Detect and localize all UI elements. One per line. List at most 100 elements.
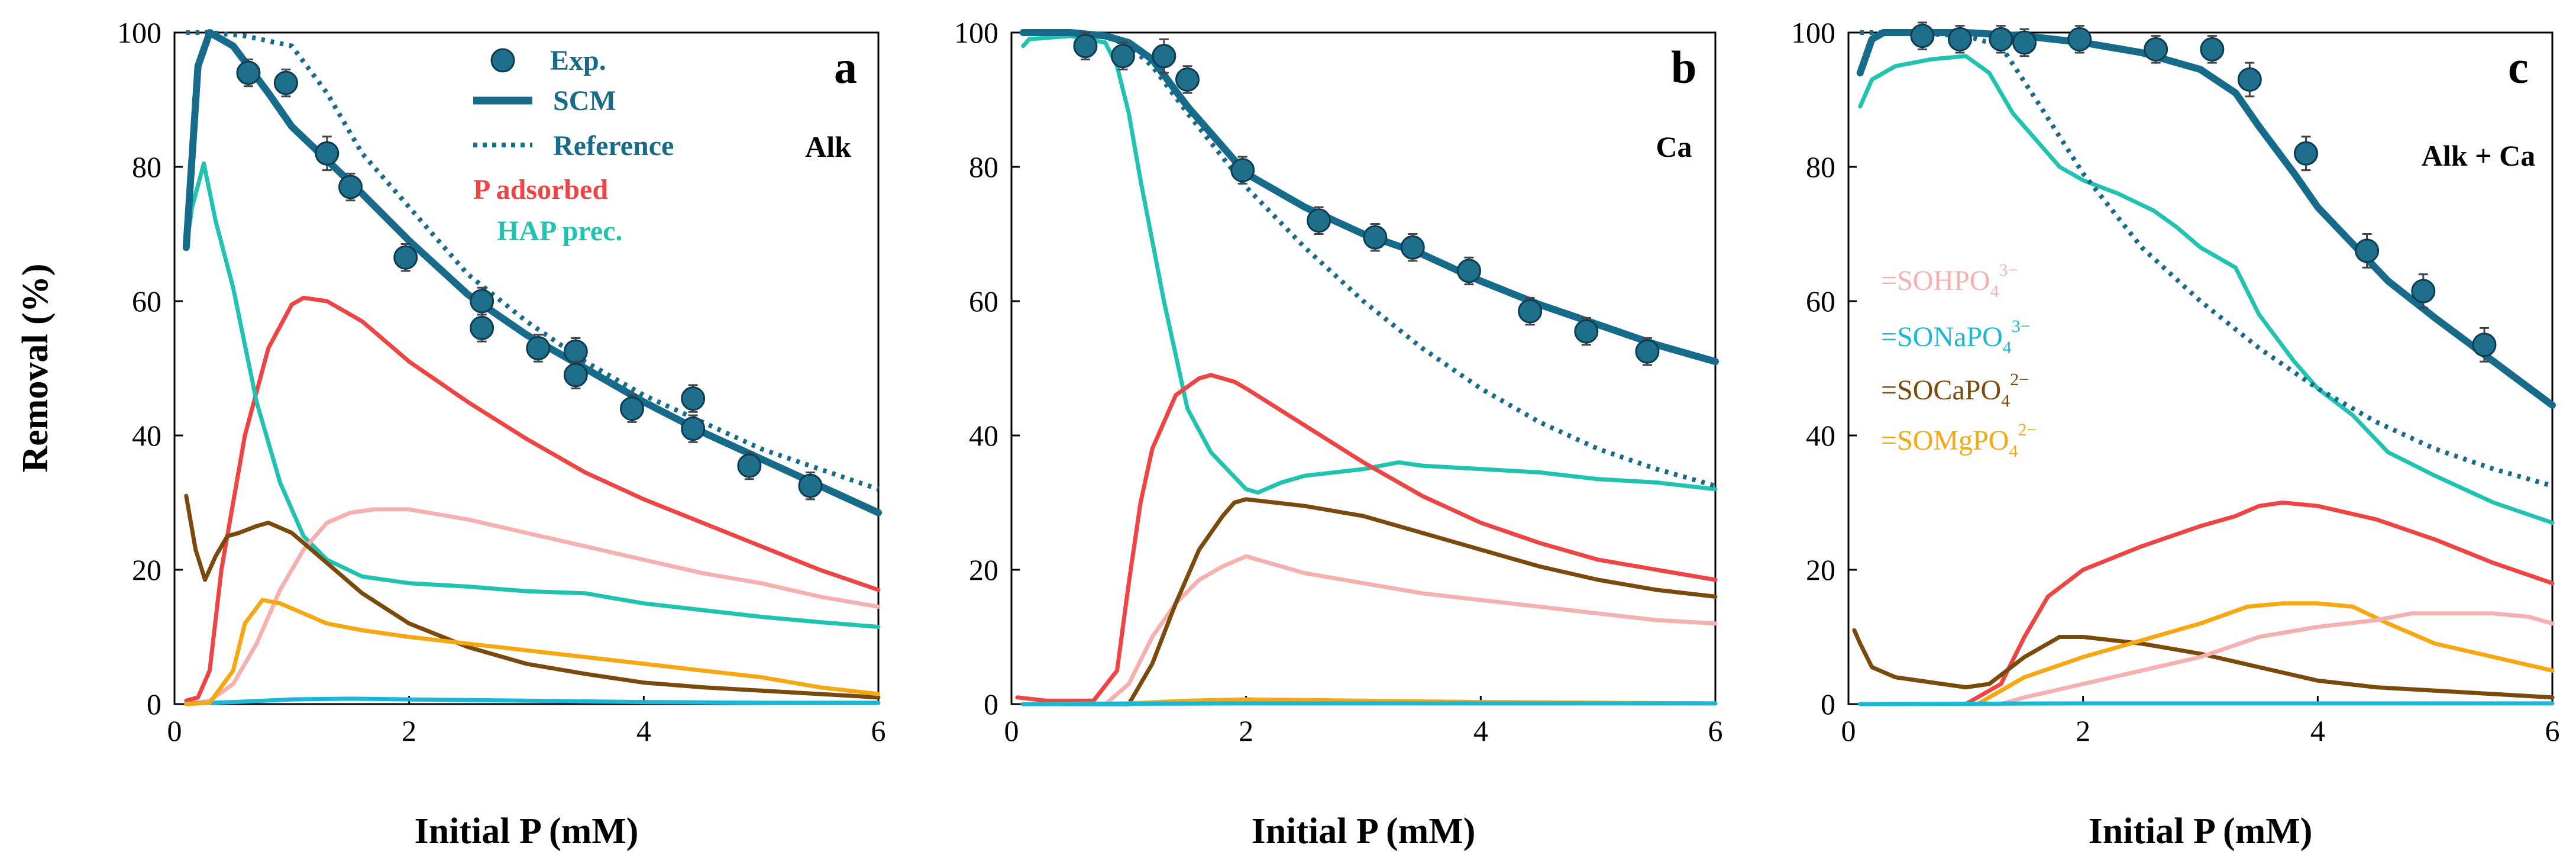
exp-point xyxy=(1230,158,1255,183)
legend-sohpo4: =SOHPO43− xyxy=(1881,260,2018,301)
series-line-hap xyxy=(1021,34,1718,495)
exp-point xyxy=(2355,238,2380,263)
exp-point xyxy=(338,175,363,199)
exp-point xyxy=(273,70,298,95)
exp-point xyxy=(1152,44,1177,69)
legend-socapo4: =SOCaPO42− xyxy=(1881,370,2029,411)
series-line-p_adsorbed xyxy=(1015,373,1718,703)
panel-condition: Alk + Ca xyxy=(2422,139,2535,172)
x-tick-label: 2 xyxy=(402,714,416,747)
x-tick-label: 2 xyxy=(2076,714,2090,747)
x-tick-label: 0 xyxy=(1004,714,1019,747)
exp-point xyxy=(2237,67,2262,92)
species-legend: =SOHPO43− =SONaPO43− =SOCaPO42− =SOMgPO4… xyxy=(1881,260,2037,461)
panel-condition: Ca xyxy=(1656,130,1692,163)
exp-point xyxy=(2067,27,2092,51)
exp-point xyxy=(1073,34,1098,59)
exp-point xyxy=(1457,259,1481,283)
legend-hap-label: HAP prec. xyxy=(497,215,622,247)
exp-point xyxy=(1363,225,1388,250)
y-tick-label: 0 xyxy=(147,688,161,721)
panel-condition: Alk xyxy=(805,130,851,163)
series-line-hap xyxy=(1858,54,2555,525)
y-tick-label: 0 xyxy=(984,688,998,721)
exp-point xyxy=(1635,339,1660,364)
exp-point xyxy=(681,417,706,441)
exp-point xyxy=(470,315,494,340)
y-tick-label: 20 xyxy=(1806,553,1835,586)
exp-point xyxy=(526,335,551,360)
exp-point xyxy=(315,141,340,166)
panel-label: b xyxy=(1671,41,1696,93)
exp-point xyxy=(2012,30,2037,55)
exp-point xyxy=(470,289,494,314)
x-tick-label: 2 xyxy=(1239,714,1253,747)
legend-exp-label: Exp. xyxy=(550,45,606,76)
exp-point xyxy=(2411,279,2436,304)
exp-point xyxy=(1307,208,1331,233)
legend-somgpo4: =SOMgPO42− xyxy=(1881,420,2037,461)
y-tick-label: 100 xyxy=(1791,16,1835,49)
series-line-sohpo4 xyxy=(1021,554,1718,706)
series-line-socapo4 xyxy=(1852,628,2555,700)
x-tick-label: 6 xyxy=(871,714,886,747)
panel-b: 0 20 40 60 80 100 0 2 4 6 b Ca Initial P (mM) xyxy=(954,16,1723,851)
y-tick-label: 80 xyxy=(1806,150,1835,183)
x-axis-label: Initial P (mM) xyxy=(2089,811,2313,851)
exp-point xyxy=(1518,299,1543,324)
x-tick-label: 6 xyxy=(1708,714,1723,747)
legend: Exp. SCM Reference P adsorbed HAP prec. xyxy=(473,45,674,247)
exp-point xyxy=(2144,37,2168,62)
series-line-somgpo4 xyxy=(184,598,881,706)
y-axis-label: Removal (%) xyxy=(15,264,56,473)
series-line-scm xyxy=(182,29,882,517)
y-tick-label: 20 xyxy=(132,553,161,586)
exp-point xyxy=(1989,27,2013,51)
series-line-scm xyxy=(1856,29,2556,409)
plot-frame xyxy=(1010,31,1717,705)
y-tick-label: 60 xyxy=(1806,285,1835,318)
y-tick-label: 80 xyxy=(132,150,161,183)
series-line-reference xyxy=(1860,30,2554,488)
x-tick-label: 4 xyxy=(2310,714,2325,747)
x-tick-label: 0 xyxy=(1841,714,1856,747)
legend-scm-label: SCM xyxy=(553,85,616,117)
exp-point xyxy=(620,396,644,421)
series-line-sonapo4 xyxy=(1858,701,2555,706)
series-line-sonapo4 xyxy=(1021,701,1718,706)
plot-frame xyxy=(173,31,880,705)
x-axis-label: Initial P (mM) xyxy=(415,811,639,851)
exp-point xyxy=(236,60,261,85)
exp-point xyxy=(1400,235,1425,260)
exp-point xyxy=(1574,319,1599,344)
series-line-sohpo4 xyxy=(184,507,881,706)
series-line-sohpo4 xyxy=(1858,611,2555,706)
exp-point xyxy=(1947,27,1972,51)
legend-sonapo4: =SONaPO43− xyxy=(1881,317,2031,357)
legend-p-adsorbed-label: P adsorbed xyxy=(473,174,608,205)
y-tick-label: 40 xyxy=(1806,419,1835,452)
exp-point xyxy=(2200,37,2225,62)
y-tick-label: 100 xyxy=(954,16,998,49)
panel-a: 0 20 40 60 80 100 0 2 4 6 a Alk Initial P (mM) Re… xyxy=(15,16,886,851)
series-line-somgpo4 xyxy=(1858,601,2555,706)
series-line-reference xyxy=(1023,30,1717,488)
exp-point xyxy=(1110,44,1135,69)
series-line-p_adsorbed xyxy=(1858,501,2555,706)
panel-c: 0 20 40 60 80 100 0 2 4 6 c Alk + Ca Initial P (m… xyxy=(1791,16,2560,851)
x-tick-label: 6 xyxy=(2545,714,2560,747)
exp-point xyxy=(798,473,823,498)
series-line-socapo4 xyxy=(1021,497,1718,706)
x-tick-label: 0 xyxy=(167,714,182,747)
exp-point xyxy=(737,453,762,478)
panel-label: c xyxy=(2508,41,2529,93)
series-line-scm xyxy=(1019,29,1719,366)
y-tick-label: 40 xyxy=(132,419,161,452)
exp-point xyxy=(1175,67,1200,92)
exp-point xyxy=(563,339,588,364)
x-tick-label: 4 xyxy=(636,714,651,747)
exp-point xyxy=(2472,333,2497,357)
y-tick-label: 60 xyxy=(132,285,161,318)
series-line-hap xyxy=(184,161,881,629)
